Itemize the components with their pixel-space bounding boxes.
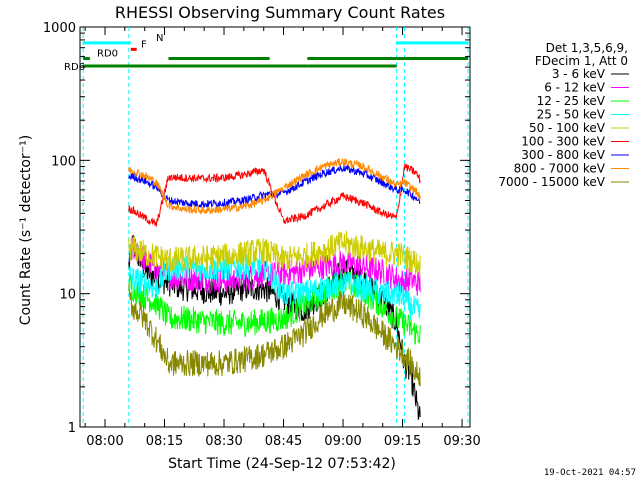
series-line: [404, 163, 421, 184]
series-line: [128, 284, 169, 366]
series-line: [404, 289, 421, 320]
series-line: [283, 270, 405, 307]
series-800-to-7000keV: [128, 158, 421, 215]
series-line: [283, 230, 405, 272]
legend-item-label: 12 - 25 keV: [537, 94, 606, 108]
series-line: [167, 167, 284, 218]
legend-header-line-2: FDecim 1, Att 0: [535, 54, 628, 68]
series-lines: [128, 158, 421, 420]
x-tick-label: 08:45: [265, 434, 302, 449]
series-line: [283, 167, 405, 225]
series-line: [404, 246, 421, 278]
y-axis-label: Count Rate (s⁻¹ detector⁻¹): [18, 135, 34, 325]
series-line: [167, 238, 284, 273]
legend-item-label: 7000 - 15000 keV: [498, 175, 605, 189]
x-tick-label: 08:30: [205, 434, 242, 449]
x-tick-label: 09:00: [324, 434, 361, 449]
series-12-to-25keV: [128, 270, 421, 345]
series-line: [404, 178, 421, 201]
series-line: [404, 314, 421, 345]
legend-item-label: 25 - 50 keV: [537, 108, 606, 122]
plot-frame: [79, 26, 471, 428]
series-line: [283, 163, 405, 196]
flag-label-rd0: RD0: [97, 49, 118, 60]
x-axis-ticks: 08:00 08:15 08:30 08:45 09:00 09:15 09:30: [84, 27, 481, 449]
flag-label-n: N: [156, 33, 163, 44]
chart-title: RHESSI Observing Summary Count Rates: [115, 3, 445, 22]
x-tick-label: 09:15: [384, 434, 421, 449]
x-tick-label: 09:30: [443, 434, 480, 449]
series-7000-to-15000keV: [128, 284, 421, 387]
legend-item-label: 6 - 12 keV: [544, 81, 606, 95]
legend-item-label: 800 - 7000 keV: [514, 162, 606, 176]
legend-item-label: 3 - 6 keV: [552, 67, 606, 81]
series-line: [404, 267, 421, 296]
series-line: [128, 236, 169, 271]
series-line: [283, 270, 405, 336]
series-line: [404, 347, 421, 387]
legend-item-label: 100 - 300 keV: [521, 135, 605, 149]
footer-timestamp: 19-Oct-2021 04:57: [544, 468, 636, 478]
series-line: [128, 176, 169, 227]
series-line: [168, 187, 284, 215]
legend-item-label: 300 - 800 keV: [521, 148, 605, 162]
x-axis-label: Start Time (24-Sep-12 07:53:42): [168, 456, 396, 472]
flag-label-f: F: [141, 39, 147, 50]
series-line: [128, 273, 169, 326]
series-50-to-100keV: [128, 230, 421, 278]
y-tick-label: 10: [59, 288, 76, 303]
series-line: [167, 271, 284, 311]
series-line: [167, 305, 284, 338]
legend: Det 1,3,5,6,9, FDecim 1, Att 0 3 - 6 keV…: [498, 41, 629, 189]
x-tick-label: 08:15: [146, 434, 183, 449]
y-tick-label: 100: [51, 154, 76, 169]
flag-bars: NF RD0 RD6: [64, 33, 469, 73]
series-line: [283, 158, 405, 190]
legend-header-line-1: Det 1,3,5,6,9,: [546, 41, 628, 55]
legend-item-label: 50 - 100 keV: [529, 121, 606, 135]
y-tick-label: 1000: [43, 21, 76, 36]
night-gap-markers: [82, 27, 469, 427]
x-tick-label: 08:00: [86, 434, 123, 449]
series-line: [404, 187, 421, 205]
y-axis-ticks: 1 10 100 1000: [43, 21, 470, 436]
series-line: [283, 290, 405, 367]
flag-label-rd6: RD6: [64, 62, 85, 73]
y-tick-label: 1: [68, 421, 76, 436]
series-line: [283, 249, 405, 297]
series-100-to-300keV: [128, 163, 421, 227]
series-line: [128, 166, 169, 208]
series-line: [128, 257, 169, 299]
series-line: [167, 334, 284, 377]
